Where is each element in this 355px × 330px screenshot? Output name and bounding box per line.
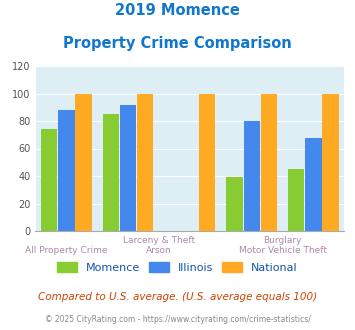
Text: Property Crime Comparison: Property Crime Comparison [63,36,292,51]
Bar [103,114,119,231]
Text: All Property Crime: All Property Crime [25,246,108,255]
Bar [244,121,260,231]
Bar [137,93,153,231]
Bar [288,169,305,231]
Text: Motor Vehicle Theft: Motor Vehicle Theft [239,246,327,255]
Text: Arson: Arson [146,246,172,255]
Bar [261,93,277,231]
Bar [120,105,136,231]
Bar [75,93,92,231]
Bar [41,129,58,231]
Text: © 2025 CityRating.com - https://www.cityrating.com/crime-statistics/: © 2025 CityRating.com - https://www.city… [45,315,310,324]
Bar [305,138,322,231]
Bar [199,93,215,231]
Text: Compared to U.S. average. (U.S. average equals 100): Compared to U.S. average. (U.S. average … [38,292,317,302]
Bar [226,178,243,231]
Bar [58,110,75,231]
Legend: Momence, Illinois, National: Momence, Illinois, National [53,258,302,278]
Text: Larceny & Theft: Larceny & Theft [123,236,195,245]
Text: Burglary: Burglary [263,236,302,245]
Text: 2019 Momence: 2019 Momence [115,3,240,18]
Bar [322,93,339,231]
